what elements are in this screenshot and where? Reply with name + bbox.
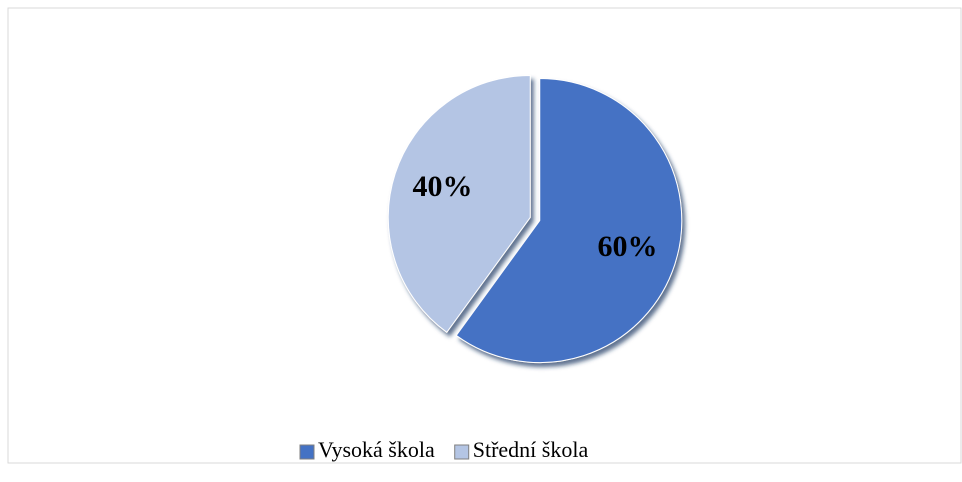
pie-slice (387, 74, 531, 334)
legend-swatch (454, 444, 470, 460)
legend-label: Střední škola (473, 437, 589, 462)
legend-swatch (299, 444, 315, 460)
data-label: 40% (412, 170, 472, 203)
legend-label: Vysoká škola (318, 437, 435, 462)
chart-border (7, 7, 962, 464)
data-label: 60% (598, 230, 658, 263)
pie-slice (455, 78, 683, 364)
